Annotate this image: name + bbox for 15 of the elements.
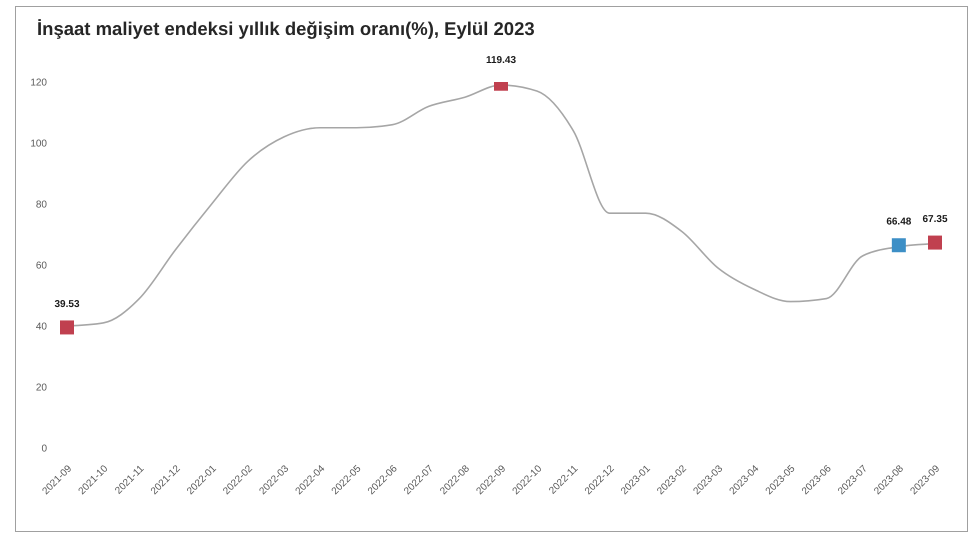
chart-title: İnşaat maliyet endeksi yıllık değişim oranı(%), Eylül 2023 <box>37 18 535 40</box>
y-tick-label: 20 <box>36 382 48 394</box>
y-tick-label: 40 <box>36 322 48 333</box>
point <box>928 236 942 250</box>
data-label: 119.43 <box>486 55 516 66</box>
y-tick-label: 100 <box>30 138 48 150</box>
data-label: 39.53 <box>54 298 80 310</box>
y-tick-label: 80 <box>36 200 48 211</box>
point <box>892 238 906 252</box>
data-label: 67.35 <box>922 214 948 226</box>
y-tick-label: 0 <box>41 444 48 455</box>
point <box>60 320 74 334</box>
data-label: 66.48 <box>886 216 912 228</box>
y-tick-label: 60 <box>36 260 48 272</box>
y-tick-label: 120 <box>30 78 48 89</box>
